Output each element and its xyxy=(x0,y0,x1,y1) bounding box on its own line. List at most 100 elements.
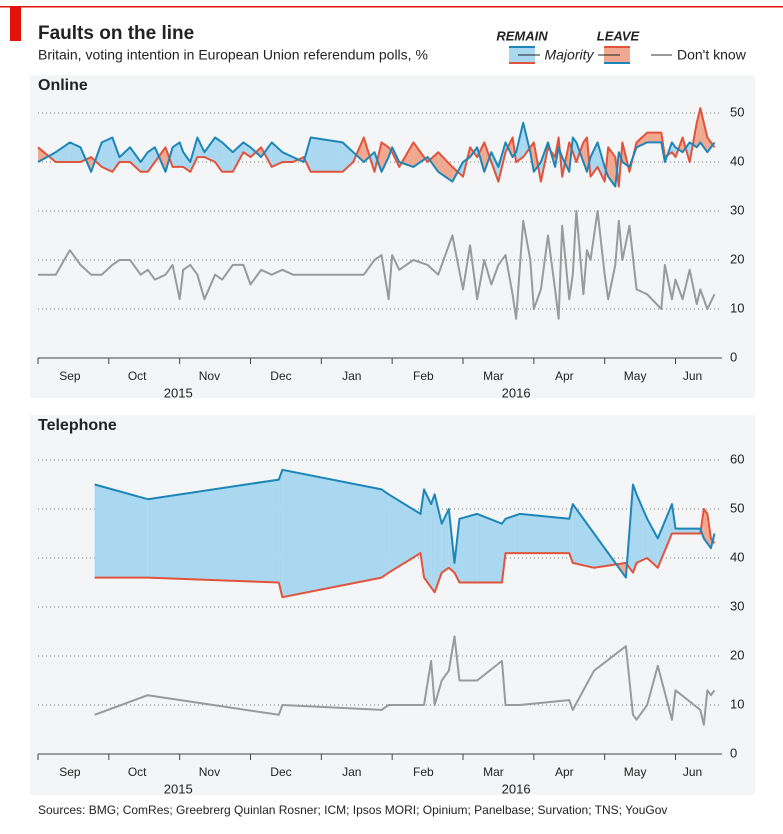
legend-leave: LEAVE xyxy=(597,28,640,43)
majority-fill xyxy=(69,142,81,162)
x-tick-label: Oct xyxy=(128,765,147,779)
y-tick-label: 50 xyxy=(730,104,744,119)
majority-fill xyxy=(271,142,283,167)
majority-fill xyxy=(633,484,637,573)
y-tick-label: 20 xyxy=(730,647,744,662)
majority-fill xyxy=(519,513,570,554)
year-label: 2016 xyxy=(502,385,531,400)
majority-fill xyxy=(477,513,502,583)
x-tick-label: Jan xyxy=(342,765,361,779)
majority-fill xyxy=(101,137,113,172)
majority-fill xyxy=(130,147,141,172)
majority-fill xyxy=(608,147,616,187)
majority-fill xyxy=(501,518,506,583)
y-tick-label: 10 xyxy=(730,300,744,315)
majority-fill xyxy=(381,489,389,578)
y-tick-label: 30 xyxy=(730,202,744,217)
x-tick-label: May xyxy=(624,369,647,383)
x-tick-label: Feb xyxy=(413,765,434,779)
majority-fill xyxy=(243,142,251,158)
subtitle: Britain, voting intention in European Un… xyxy=(38,47,428,63)
x-tick-label: Dec xyxy=(270,765,291,779)
series-line xyxy=(94,635,716,726)
majority-fill xyxy=(438,152,453,182)
top-rule xyxy=(0,6,783,8)
majority-fill xyxy=(179,142,184,167)
majority-fill xyxy=(429,152,439,172)
y-tick-label: 50 xyxy=(730,500,744,515)
majority-fill xyxy=(572,137,577,162)
year-label: 2015 xyxy=(164,385,193,400)
majority-fill xyxy=(459,513,478,583)
majority-fill xyxy=(636,494,648,563)
x-tick-label: Sep xyxy=(59,765,81,779)
panel-background xyxy=(30,75,755,398)
majority-fill xyxy=(431,494,435,593)
year-label: 2015 xyxy=(164,781,193,796)
x-tick-label: Feb xyxy=(413,369,434,383)
y-tick-label: 0 xyxy=(730,349,737,364)
majority-fill xyxy=(657,504,672,568)
year-label: 2016 xyxy=(502,781,531,796)
red-tag xyxy=(10,6,21,41)
y-tick-label: 20 xyxy=(730,251,744,266)
majority-fill xyxy=(381,142,389,172)
majority-fill xyxy=(183,152,191,172)
series-line xyxy=(94,468,716,579)
majority-fill xyxy=(147,479,279,583)
majority-fill xyxy=(282,469,382,598)
x-tick-label: Sep xyxy=(59,369,81,383)
x-tick-label: Oct xyxy=(128,369,147,383)
majority-fill xyxy=(424,489,432,588)
majority-fill xyxy=(55,142,70,162)
x-tick-label: Jan xyxy=(342,369,361,383)
majority-fill xyxy=(703,509,708,544)
series-line xyxy=(94,508,716,599)
y-tick-label: 40 xyxy=(730,549,744,564)
legend-remain: REMAIN xyxy=(496,28,548,43)
x-tick-label: Apr xyxy=(555,369,574,383)
majority-fill xyxy=(310,137,343,172)
title: Faults on the line xyxy=(38,23,194,44)
legend-dontknow: Don't know xyxy=(677,47,747,63)
majority-fill xyxy=(278,469,283,598)
y-tick-label: 0 xyxy=(730,745,737,760)
majority-fill xyxy=(94,484,148,578)
majority-fill xyxy=(264,142,272,167)
x-tick-label: Dec xyxy=(270,369,291,383)
majority-fill xyxy=(647,518,658,568)
x-tick-label: Mar xyxy=(483,765,504,779)
x-tick-label: May xyxy=(624,765,647,779)
x-tick-label: Nov xyxy=(199,765,220,779)
source: Sources: BMG; ComRes; Greebrerg Quinlan … xyxy=(38,803,667,817)
majority-fill xyxy=(204,137,216,162)
y-tick-label: 10 xyxy=(730,696,744,711)
majority-fill xyxy=(507,137,513,158)
panel-title: Telephone xyxy=(38,417,117,434)
series-line xyxy=(37,121,716,188)
majority-fill xyxy=(597,142,605,182)
majority-fill xyxy=(282,152,293,162)
y-tick-label: 40 xyxy=(730,153,744,168)
legend-majority: Majority xyxy=(544,47,594,63)
majority-fill xyxy=(505,513,520,554)
x-tick-label: Jun xyxy=(683,765,702,779)
y-tick-label: 30 xyxy=(730,598,744,613)
y-tick-label: 60 xyxy=(730,451,744,466)
x-tick-label: Apr xyxy=(555,765,574,779)
majority-fill xyxy=(388,494,421,573)
x-tick-label: Nov xyxy=(199,369,220,383)
majority-fill xyxy=(707,137,713,153)
panel-title: Online xyxy=(38,77,88,94)
series-line xyxy=(38,210,716,320)
x-tick-label: Mar xyxy=(483,369,504,383)
majority-fill xyxy=(572,504,595,568)
majority-fill xyxy=(147,147,155,172)
majority-fill xyxy=(172,142,180,167)
x-tick-label: Jun xyxy=(683,369,702,383)
majority-fill xyxy=(38,147,49,162)
majority-fill xyxy=(675,528,701,534)
majority-fill xyxy=(441,509,449,573)
majority-fill xyxy=(140,152,148,172)
